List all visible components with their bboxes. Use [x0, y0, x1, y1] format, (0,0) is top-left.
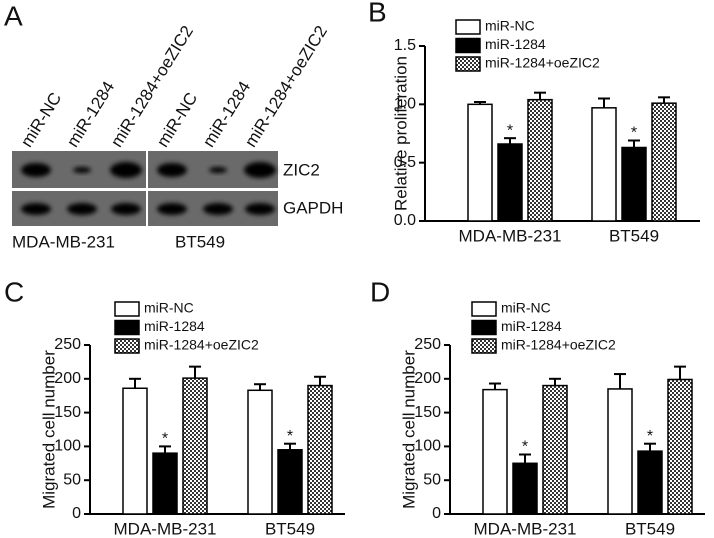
legend-label: miR-1284: [485, 36, 546, 52]
legend-swatch: [471, 338, 497, 354]
legend-swatch: [114, 301, 140, 317]
y-tick-label: 0: [72, 505, 81, 522]
panel-label: D: [370, 276, 390, 307]
x-tick-label: MDA-MB-231: [114, 519, 217, 538]
band: [67, 203, 97, 215]
legend-swatch: [114, 319, 140, 336]
y-tick-label: 200: [414, 370, 441, 387]
bar: [637, 450, 663, 515]
y-tick-label: 0.5: [394, 154, 416, 171]
significance-mark: *: [162, 431, 168, 448]
bar: [542, 384, 568, 515]
significance-mark: *: [522, 439, 528, 456]
bar: [182, 377, 208, 515]
y-axis-label: Relative proliferation: [391, 56, 410, 211]
significance-mark: *: [507, 122, 513, 139]
panel-label: B: [368, 0, 387, 27]
legend-label: miR-1284: [144, 318, 205, 334]
row-label: ZIC2: [283, 160, 320, 179]
y-tick-label: 50: [63, 471, 81, 488]
significance-mark: *: [647, 428, 653, 445]
bar: [152, 452, 178, 515]
band: [73, 167, 91, 173]
band: [111, 203, 141, 215]
y-tick-label: 200: [54, 370, 81, 387]
y-tick-label: 250: [414, 336, 441, 353]
band: [157, 163, 187, 177]
panel-label: A: [4, 0, 23, 31]
y-axis-label: Migrated cell number: [39, 350, 58, 509]
band: [244, 162, 276, 178]
legend-label: miR-NC: [485, 18, 535, 34]
y-tick-label: 0.0: [394, 212, 416, 229]
legend-swatch: [114, 338, 140, 354]
legend-label: miR-1284+oeZIC2: [501, 337, 616, 353]
significance-mark: *: [631, 125, 637, 142]
bar: [122, 387, 148, 515]
group-label: BT549: [175, 232, 225, 251]
y-tick-label: 150: [54, 404, 81, 421]
y-tick-label: 100: [414, 438, 441, 455]
bar: [482, 388, 508, 515]
band: [21, 163, 51, 177]
y-tick-label: 150: [414, 404, 441, 421]
band: [209, 167, 227, 173]
row-label: GAPDH: [283, 198, 343, 217]
western-blot: miR-NCmiR-1284miR-1284+oeZIC2miR-NCmiR-1…: [12, 22, 343, 251]
y-axis-label: Migrated cell number: [399, 350, 418, 509]
bar: [527, 98, 553, 222]
legend-label: miR-NC: [144, 300, 194, 316]
lane-label: miR-NC: [153, 89, 201, 150]
x-tick-label: BT549: [609, 226, 659, 245]
y-tick-label: 50: [423, 471, 441, 488]
group-label: MDA-MB-231: [12, 232, 115, 251]
band: [110, 162, 142, 178]
legend-swatch: [471, 319, 497, 336]
y-tick-label: 250: [54, 336, 81, 353]
bar: [512, 462, 538, 515]
significance-mark: *: [287, 428, 293, 445]
y-tick-label: 0: [432, 505, 441, 522]
legend-label: miR-NC: [501, 300, 551, 316]
bar: [607, 388, 633, 515]
bar: [467, 103, 493, 222]
legend-swatch: [455, 56, 481, 72]
y-tick-label: 1.0: [394, 96, 416, 113]
lane-label: miR-1284+oeZIC2: [241, 22, 331, 150]
bar: [277, 449, 303, 515]
y-tick-label: 1.5: [394, 37, 416, 54]
x-tick-label: BT549: [265, 519, 315, 538]
bar: [667, 378, 693, 515]
band: [21, 203, 51, 215]
legend-label: miR-1284: [501, 318, 562, 334]
lane-label: miR-NC: [17, 89, 65, 150]
y-tick-label: 100: [54, 438, 81, 455]
x-tick-label: MDA-MB-231: [474, 519, 577, 538]
bar: [247, 389, 273, 515]
band: [157, 203, 187, 215]
lane-label: miR-1284+oeZIC2: [107, 22, 197, 150]
bar: [307, 384, 333, 515]
band: [245, 203, 275, 215]
bar: [651, 102, 677, 222]
legend-swatch: [455, 37, 481, 54]
legend-swatch: [471, 301, 497, 317]
legend-label: miR-1284+oeZIC2: [144, 337, 259, 353]
x-tick-label: BT549: [625, 519, 675, 538]
bar: [591, 107, 617, 222]
legend-swatch: [455, 19, 481, 35]
legend-label: miR-1284+oeZIC2: [485, 55, 600, 71]
band: [203, 203, 233, 215]
bar: [621, 146, 647, 222]
panel-label: C: [4, 276, 24, 307]
x-tick-label: MDA-MB-231: [459, 226, 562, 245]
bar: [497, 143, 523, 222]
